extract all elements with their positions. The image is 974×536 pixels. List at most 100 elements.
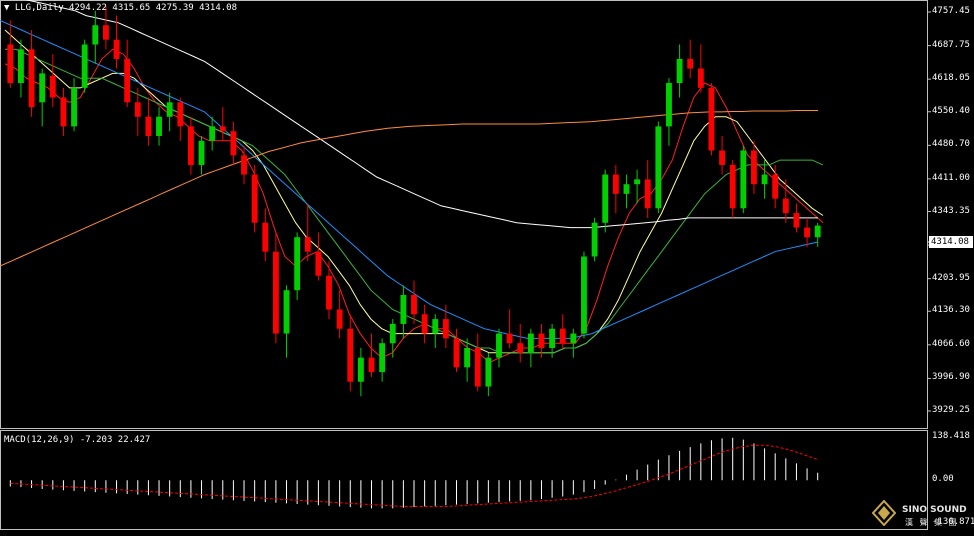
price-tick-label: 3929.25 (932, 405, 970, 415)
candle-body (336, 309, 343, 329)
candle-body (666, 83, 672, 127)
ohlc-values: 4294.22 4315.65 4275.39 4314.08 (69, 3, 238, 13)
macd-header: MACD(12,26,9) -7.203 22.427 (4, 435, 151, 445)
candle-body (644, 179, 651, 209)
candle-body (347, 328, 354, 382)
candle-body (124, 58, 131, 103)
logo-subtitle: 漢 聲 集 團 (905, 518, 959, 527)
candle-body (612, 174, 619, 194)
ma-line-4 (25, 0, 818, 229)
candle-body (283, 290, 290, 334)
candle-body (496, 333, 502, 358)
candle-body (304, 237, 311, 252)
candle-body (634, 179, 641, 185)
price-tick-label: 4757.45 (932, 6, 970, 16)
candle-body (209, 126, 216, 141)
candle-body (527, 333, 534, 353)
candle-body (177, 102, 184, 127)
candle-body (198, 140, 205, 165)
candle-body (729, 164, 736, 209)
candle-body (294, 237, 301, 291)
candle-body (315, 251, 322, 276)
candle-body (145, 116, 152, 137)
candle-body (549, 328, 556, 349)
ma-line-5 (0, 110, 818, 267)
chart-header: ▼ LLG,Daily 4294.22 4315.65 4275.39 4314… (4, 3, 237, 13)
candle-body (474, 348, 481, 387)
candle-body (156, 116, 162, 137)
price-tick-label: 4550.40 (932, 105, 970, 116)
candle-body (230, 131, 237, 156)
price-tick-label: 4066.60 (932, 338, 970, 349)
candle-body (71, 87, 77, 127)
candle-body (676, 58, 683, 84)
candle-body (272, 251, 279, 334)
candle-body (687, 58, 694, 69)
main-panel-frame (0, 0, 928, 429)
candle-body (793, 213, 800, 228)
candle-body (357, 357, 364, 382)
candle-body (92, 25, 99, 45)
candle-body (740, 150, 747, 209)
price-tick-label: 3996.90 (932, 372, 970, 383)
candle-body (219, 126, 226, 132)
candle-body (7, 44, 14, 84)
ma-line-3 (0, 19, 819, 339)
candle-body (804, 227, 810, 238)
candle-body (134, 102, 141, 117)
candle-body (708, 87, 715, 151)
price-tick-label: 4203.95 (932, 272, 970, 283)
candle-body (772, 174, 779, 199)
price-tick-label: 4136.30 (932, 305, 970, 316)
candle-body (761, 174, 768, 185)
candle-body (18, 49, 24, 84)
candle-body (389, 323, 396, 344)
candle-body (570, 333, 577, 344)
candle-body (814, 225, 821, 238)
candle-body (49, 75, 56, 98)
candle-body (113, 39, 120, 59)
candle-body (464, 348, 471, 368)
price-tick-label: 4343.35 (932, 205, 970, 216)
candle-body (432, 319, 439, 334)
candle-body (559, 328, 566, 344)
candle-body (442, 319, 449, 339)
candle-body (538, 333, 545, 349)
candle-body (166, 102, 173, 117)
candle-body (506, 333, 513, 344)
macd-panel-frame (0, 430, 928, 530)
sino-sound-logo-icon (872, 500, 896, 526)
candle-body (411, 295, 417, 315)
macd-tick-label: 138.418 (932, 431, 970, 441)
candle-body (60, 97, 67, 127)
candle-body (379, 343, 386, 373)
candle-body (251, 174, 258, 223)
candle-body (485, 357, 492, 387)
candle-body (421, 314, 428, 334)
ma-line-0 (4, 48, 824, 364)
candle-body (782, 198, 789, 214)
candle-body (751, 150, 757, 185)
candle-body (262, 222, 269, 252)
price-tick-label: 4480.70 (932, 139, 970, 150)
candle-body (187, 126, 194, 165)
logo-name: SINO SOUND (902, 505, 967, 515)
candle-body (719, 150, 725, 165)
macd-tick-label: -136.871 (932, 517, 974, 527)
candle-body (623, 184, 630, 194)
current-price-tag: 4314.08 (929, 236, 973, 248)
price-tick-label: 4411.00 (932, 172, 970, 183)
candle-body (591, 222, 598, 257)
candle-body (453, 338, 460, 368)
price-tick-label: 4687.75 (932, 39, 970, 50)
candle-body (655, 126, 662, 209)
candle-body (103, 25, 109, 40)
candle-body (517, 343, 524, 353)
candle-body (581, 256, 587, 334)
ma-line-1 (4, 29, 824, 354)
price-tick-label: 4618.05 (932, 73, 970, 84)
dropdown-arrow-icon[interactable]: ▼ (4, 3, 10, 13)
candle-body (368, 357, 375, 373)
candle-body (39, 73, 46, 103)
